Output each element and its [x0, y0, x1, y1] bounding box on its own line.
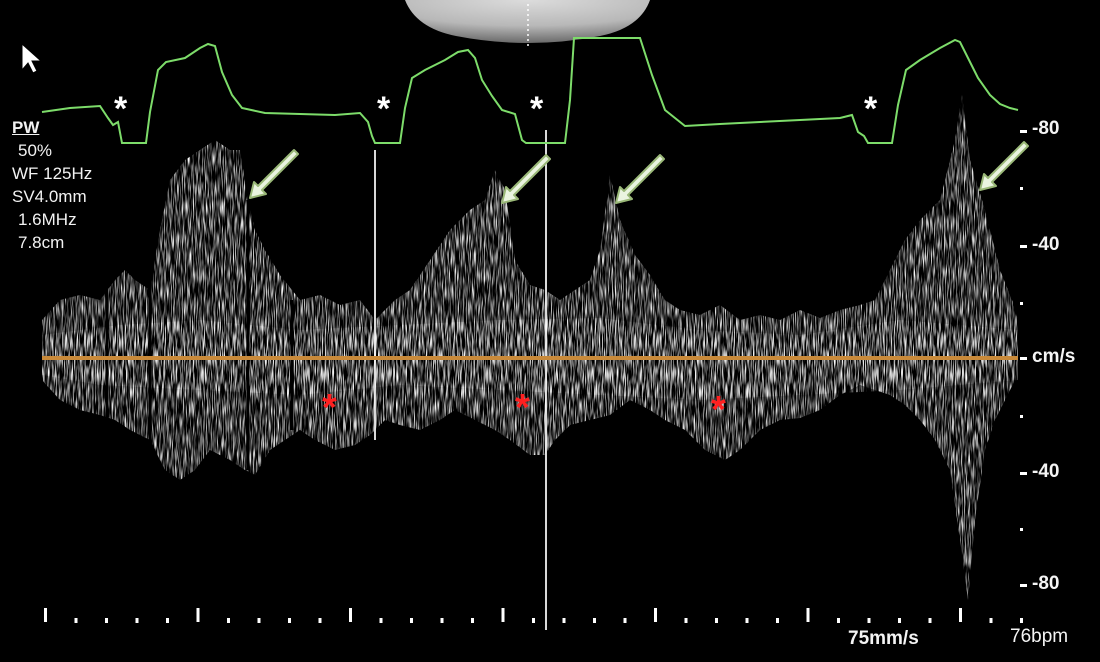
time-tick	[715, 618, 718, 623]
scale-label-lower: -40	[1032, 461, 1060, 482]
red-star-marker: *	[322, 387, 337, 429]
arrow-icon	[615, 154, 665, 204]
scale-label-upper: -40	[1032, 234, 1060, 255]
reverse-flow-spectrum	[42, 358, 1018, 600]
velocity-scale-ticks	[1020, 130, 1027, 587]
time-tick	[593, 618, 596, 623]
time-tick	[623, 618, 627, 623]
time-tick	[166, 618, 169, 623]
time-tick	[806, 608, 810, 622]
marker-layer: * * * * * * *	[114, 90, 878, 431]
wall-filter-value: WF 125Hz	[12, 164, 93, 183]
time-tick	[379, 618, 383, 623]
time-axis-ticks	[44, 608, 1023, 623]
sample-volume-value: SV4.0mm	[12, 187, 87, 206]
white-star-marker: *	[114, 90, 128, 128]
time-tick	[898, 618, 901, 623]
scale-unit-label: cm/s	[1032, 346, 1076, 367]
depth-value: 7.8cm	[18, 233, 65, 252]
frequency-value: 1.6MHz	[18, 210, 77, 229]
time-tick	[257, 618, 261, 623]
time-tick	[562, 618, 566, 623]
time-tick	[1020, 618, 1023, 623]
red-star-marker: *	[515, 387, 530, 429]
time-tick	[837, 618, 840, 623]
red-star-marker: *	[711, 389, 726, 431]
time-tick	[684, 618, 688, 623]
image-sector-preview	[405, 0, 650, 46]
time-tick	[471, 618, 474, 623]
mouse-cursor-icon	[21, 42, 43, 74]
time-tick	[105, 618, 108, 623]
time-tick	[501, 608, 505, 622]
arrow-icon	[249, 149, 299, 199]
arrow-icon	[979, 141, 1029, 191]
time-tick	[44, 608, 47, 622]
heart-rate-label: 76bpm	[1010, 626, 1069, 647]
white-star-marker: *	[530, 90, 544, 128]
time-tick	[989, 618, 993, 623]
power-value: 50%	[18, 141, 53, 160]
spectral-artifact-lines	[105, 200, 294, 470]
time-tick	[928, 618, 932, 623]
annotation-arrows	[249, 141, 1029, 204]
sweep-speed-label: 75mm/s	[848, 628, 919, 649]
ecg-trace	[41, 37, 1019, 144]
acquisition-parameters: PW 50% WF 125Hz SV4.0mm 1.6MHz 7.8cm	[12, 116, 92, 254]
scale-label-top: -80	[1032, 118, 1060, 139]
time-tick	[745, 618, 749, 623]
time-tick	[776, 618, 779, 623]
time-tick	[135, 618, 139, 623]
arrow-icon	[501, 154, 551, 204]
time-tick	[318, 618, 322, 623]
time-tick	[227, 618, 230, 623]
scale-label-bottom: -80	[1032, 573, 1060, 594]
time-tick	[959, 608, 962, 622]
time-tick	[74, 618, 78, 623]
white-star-marker: *	[864, 90, 878, 128]
forward-flow-spectrum	[42, 95, 1018, 358]
time-tick	[349, 608, 352, 622]
time-tick	[440, 618, 444, 623]
time-tick	[196, 608, 200, 622]
time-tick	[410, 618, 413, 623]
doppler-mode: PW	[12, 118, 40, 137]
time-tick	[532, 618, 535, 623]
time-tick	[288, 618, 291, 623]
white-star-marker: *	[377, 90, 391, 128]
time-tick	[654, 608, 657, 622]
time-tick	[867, 618, 871, 623]
